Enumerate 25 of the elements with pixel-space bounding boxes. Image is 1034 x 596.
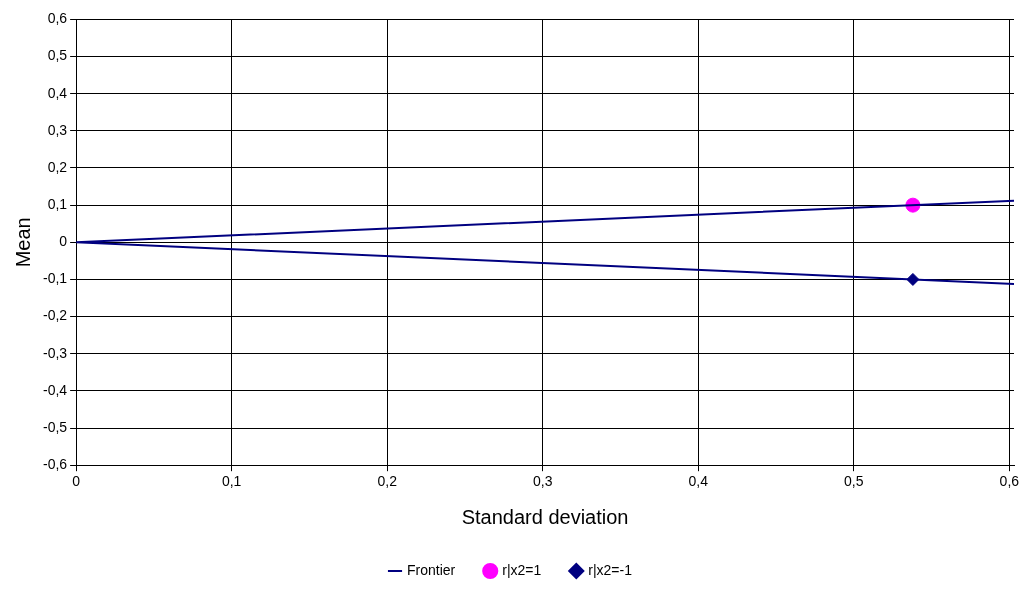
x-tick-label: 0,1 — [221, 473, 242, 490]
legend-label: r|x2=-1 — [588, 561, 633, 578]
y-tick-label: -0,1 — [43, 270, 68, 287]
x-tick-label: 0,4 — [688, 473, 709, 490]
y-tick-label: 0,6 — [47, 10, 68, 27]
y-tick-label: -0,2 — [43, 307, 68, 324]
legend-label: r|x2=1 — [502, 561, 542, 578]
x-tick-label: 0,2 — [377, 473, 398, 490]
y-tick-label: 0,5 — [47, 47, 68, 64]
x-tick-label: 0 — [72, 473, 81, 490]
y-tick-label: -0,6 — [43, 456, 68, 473]
x-tick-label: 0,5 — [844, 473, 864, 490]
y-tick-label: -0,4 — [43, 381, 68, 398]
y-tick-label: 0,1 — [47, 196, 68, 213]
y-tick-label: -0,3 — [43, 344, 68, 361]
y-tick-label: -0,5 — [43, 418, 68, 435]
legend-label: Frontier — [407, 561, 456, 578]
y-tick-label: 0,3 — [47, 121, 68, 138]
y-tick-label: 0,4 — [47, 84, 68, 101]
x-axis-title: Standard deviation — [461, 505, 629, 528]
y-tick-label: 0,2 — [47, 158, 68, 175]
y-axis-title: Mean — [11, 217, 34, 268]
y-tick-label: 0 — [59, 233, 68, 250]
x-tick-label: 0,3 — [532, 473, 553, 490]
x-tick-label: 0,6 — [999, 473, 1020, 490]
